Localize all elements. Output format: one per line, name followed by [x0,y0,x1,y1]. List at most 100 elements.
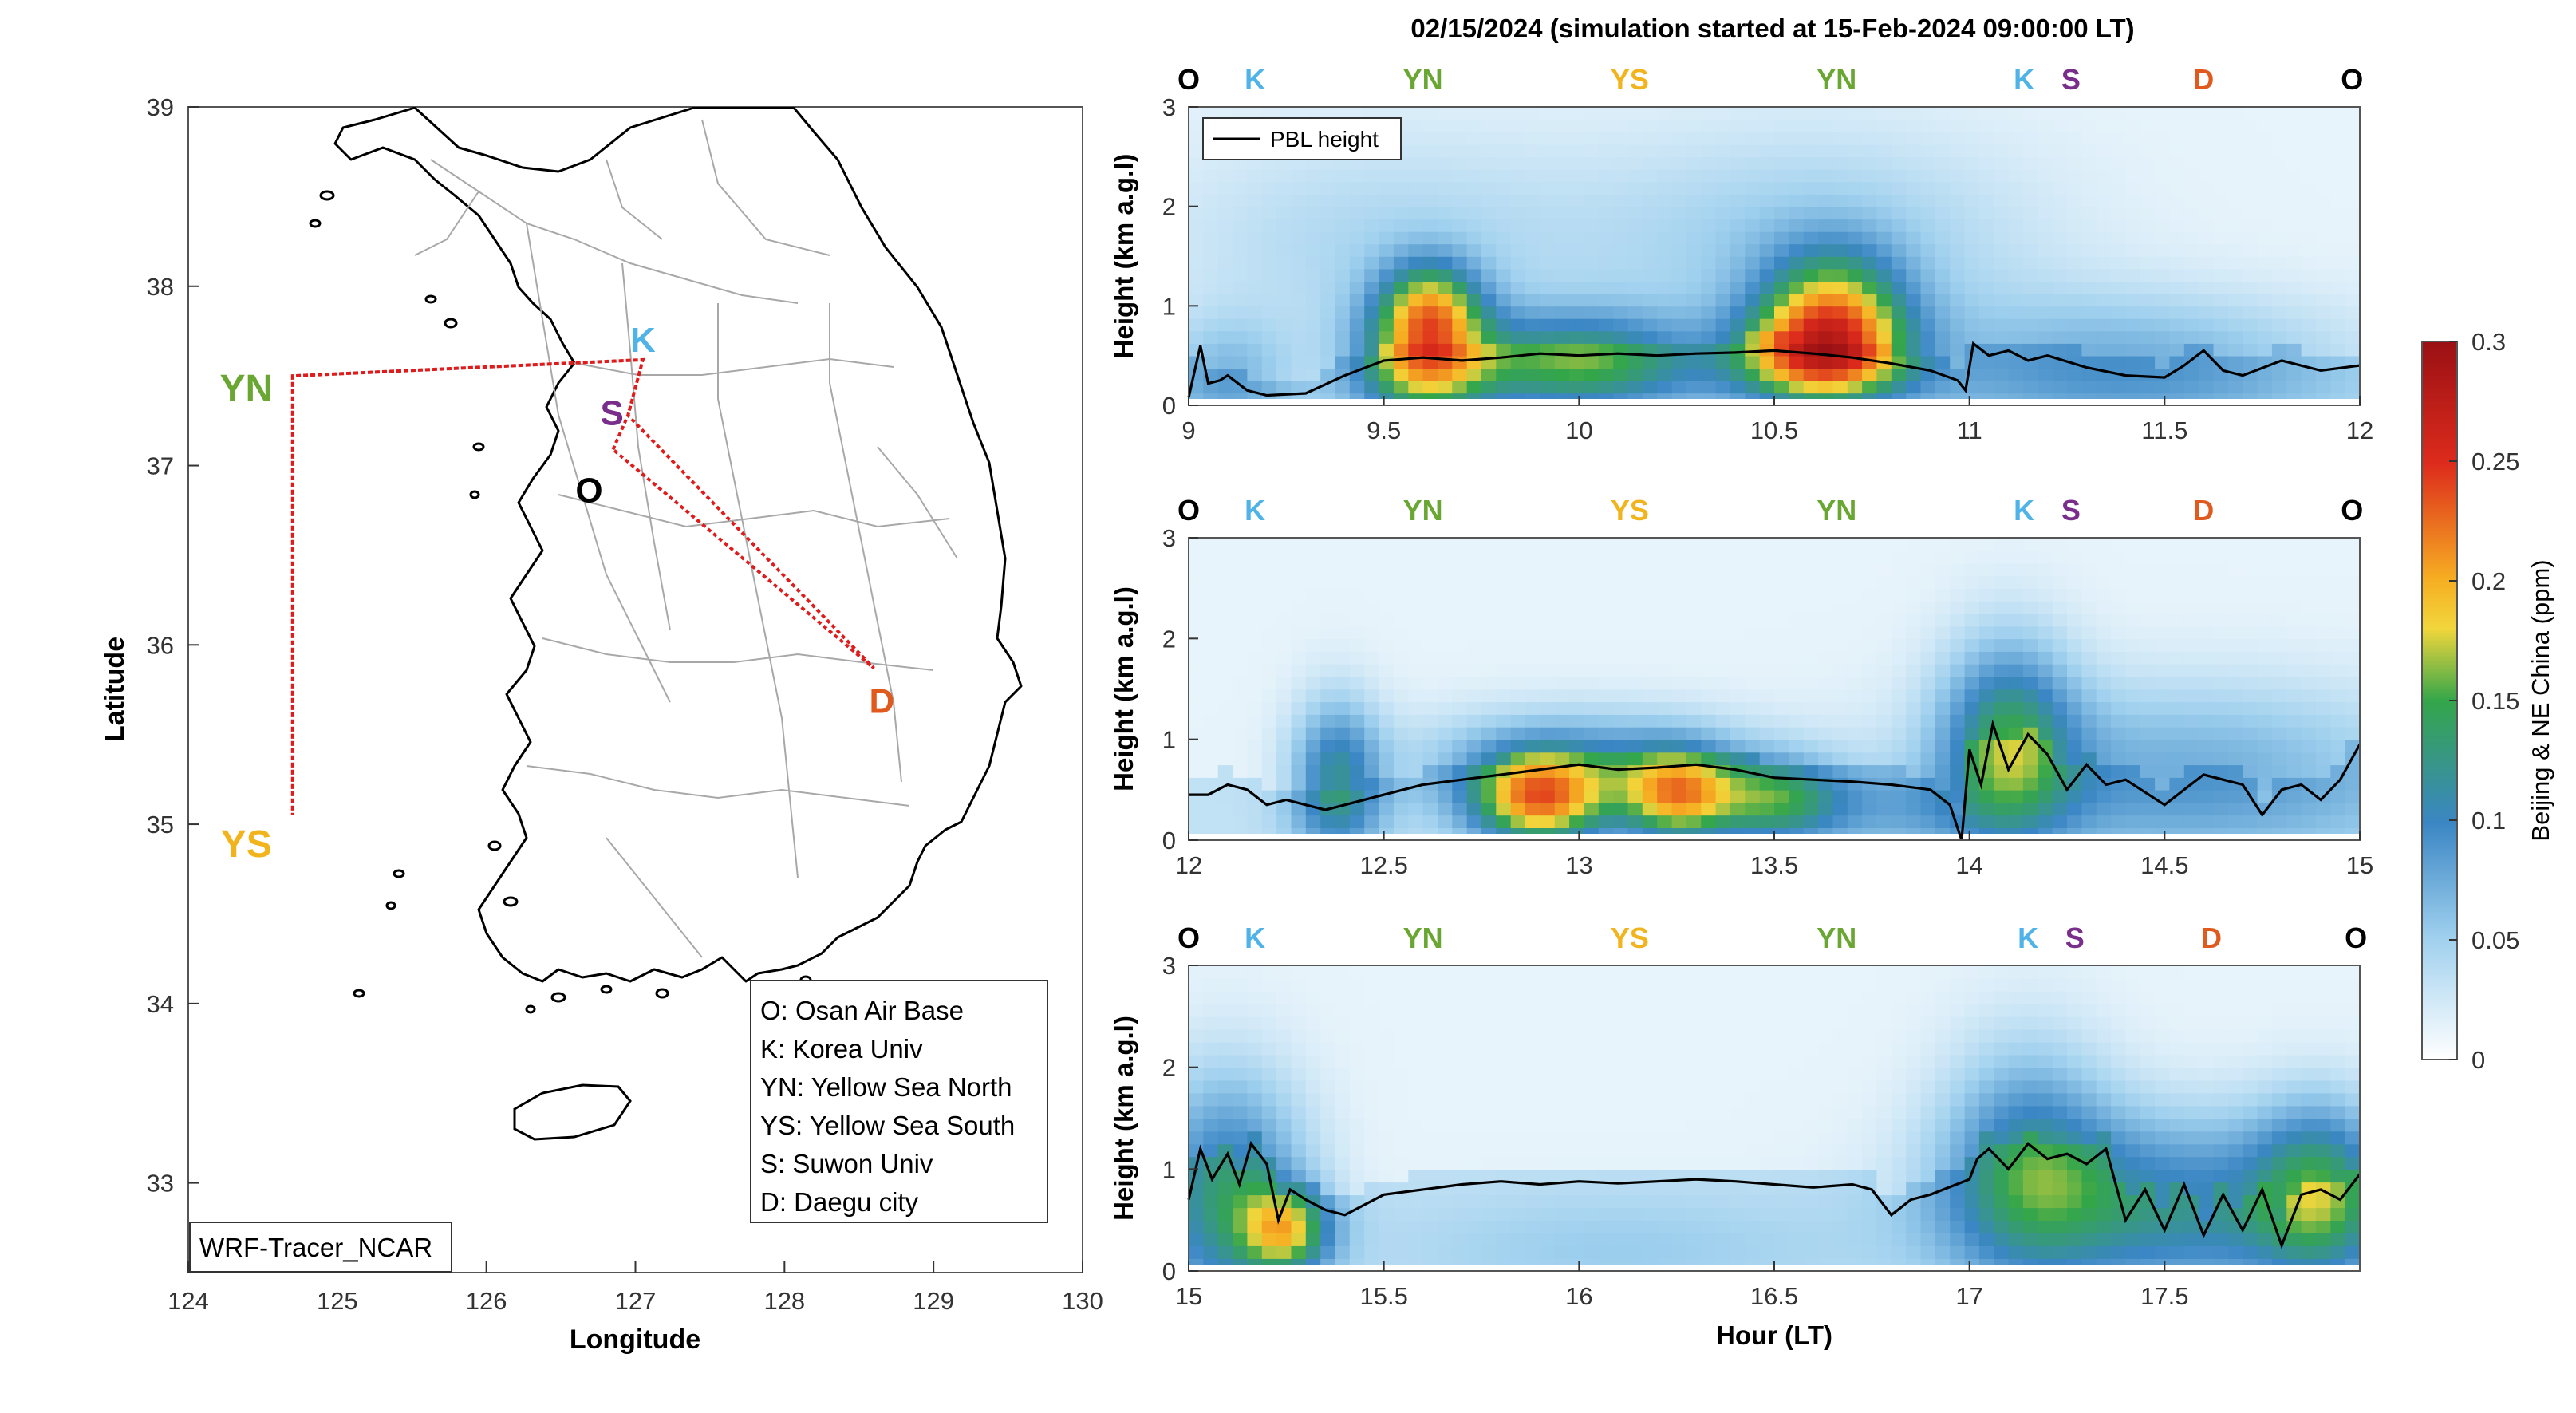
heatmap-cell [1364,739,1380,753]
heatmap-cell [1832,613,1848,627]
heatmap-cell [1832,281,1848,294]
heatmap-cell [1320,601,1336,614]
heatmap-cell [1540,1143,1556,1158]
heatmap-cell [1525,231,1541,245]
heatmap-cell [1422,562,1438,577]
heatmap-cell [1422,1207,1438,1221]
heatmap-cell [1862,306,1878,319]
heatmap-cell [1379,1105,1395,1119]
heatmap-cell [1657,802,1673,816]
heatmap-cell [2301,663,2317,677]
heatmap-cell [2243,281,2258,294]
heatmap-cell [1510,1054,1526,1068]
heatmap-cell [2301,243,2317,257]
heatmap-cell [1189,538,1205,551]
heatmap-cell [2330,107,2346,120]
heatmap-cell [2140,601,2156,614]
heatmap-cell [1320,1220,1336,1233]
heatmap-cell [1364,368,1380,381]
heatmap-cell [2169,330,2185,344]
heatmap-cell [1335,206,1351,220]
heatmap-cell [1818,676,1834,690]
heatmap-cell [1466,701,1482,715]
heatmap-cell [1671,355,1687,369]
heatmap-cell [2227,330,2244,344]
heatmap-cell [1452,206,1468,220]
heatmap-cell [1906,726,1922,740]
heatmap-cell [1715,380,1731,394]
heatmap-cell [1701,990,1717,1004]
heatmap-cell [1261,1067,1277,1081]
heatmap-cell [2096,318,2112,332]
heatmap-cell [2213,789,2229,803]
heatmap-cell [1276,107,1292,120]
heatmap-cell [2155,638,2171,652]
heatmap-cell [1818,562,1834,577]
heatmap-cell [1657,663,1673,677]
heatmap-cell [1935,752,1951,766]
map-ytick-label: 37 [147,452,174,480]
heatmap-cell [1452,1131,1468,1145]
heatmap-cell [1438,256,1454,270]
heatmap-cell [1642,194,1658,207]
heatmap-cell [1569,739,1585,753]
heatmap-cell [1452,293,1468,307]
heatmap-cell [1525,281,1541,294]
heatmap-cell [1276,562,1292,577]
heatmap-cell [2111,676,2127,690]
heatmap-cell [2169,306,2185,319]
heatmap-cell [1379,1245,1395,1259]
heatmap-cell [1291,550,1307,564]
heatmap-cell [1613,144,1629,158]
flight-track [290,357,875,815]
heatmap-cell [1613,256,1629,270]
heatmap-cell [1217,1131,1233,1145]
heatmap-cell [1657,119,1673,132]
heatmap-cell [1305,739,1321,753]
heatmap-cell [1832,638,1848,652]
heatmap-cell [1393,752,1410,766]
heatmap-cell [1627,789,1643,803]
heatmap-cell [2052,550,2068,564]
heatmap-cell [1335,714,1351,728]
heatmap-cell [2301,281,2317,294]
heatmap-cell [1481,714,1497,728]
heatmap-cell [1291,1207,1307,1221]
heatmap-cell [1393,243,1410,257]
heatmap-cell [1598,306,1614,319]
map-xtick-label: 125 [317,1287,358,1315]
heatmap-cell [1481,268,1497,282]
heatmap-cell [2008,764,2024,778]
heatmap-cell [1291,726,1307,740]
heatmap-cell [1510,355,1526,369]
heatmap-cell [1335,726,1351,740]
heatmap-cell [1715,1169,1731,1183]
heatmap-cell [1393,1092,1410,1107]
heatmap-cell [1452,1079,1468,1094]
heatmap-cell [1613,676,1629,690]
heatmap-cell [1408,368,1424,381]
heatmap-cell [1203,990,1219,1004]
heatmap-cell [1525,132,1541,145]
heatmap-cell [1789,638,1805,652]
heatmap-cell [1335,1245,1351,1259]
heatmap-cell [1438,1207,1454,1221]
heatmap-cell [1598,726,1614,740]
heatmap-cell [1496,965,1512,979]
heatmap-cell [1305,268,1321,282]
heatmap-cell [1832,318,1848,332]
heatmap-cell [1818,306,1834,319]
heatmap-cell [1613,789,1629,803]
heatmap-cell [1891,752,1907,766]
heatmap-cell [1701,293,1717,307]
heatmap-cell [2096,330,2112,344]
heatmap-cell [1438,268,1454,282]
heatmap-cell [1789,1003,1805,1017]
heatmap-cell [2140,132,2156,145]
heatmap-cell [2038,132,2053,145]
heatmap-cell [1832,231,1848,245]
heatmap-cell [1335,651,1351,665]
heatmap-cell [1261,1003,1277,1017]
heatmap-cell [1335,789,1351,803]
heatmap-cell [1438,638,1454,652]
